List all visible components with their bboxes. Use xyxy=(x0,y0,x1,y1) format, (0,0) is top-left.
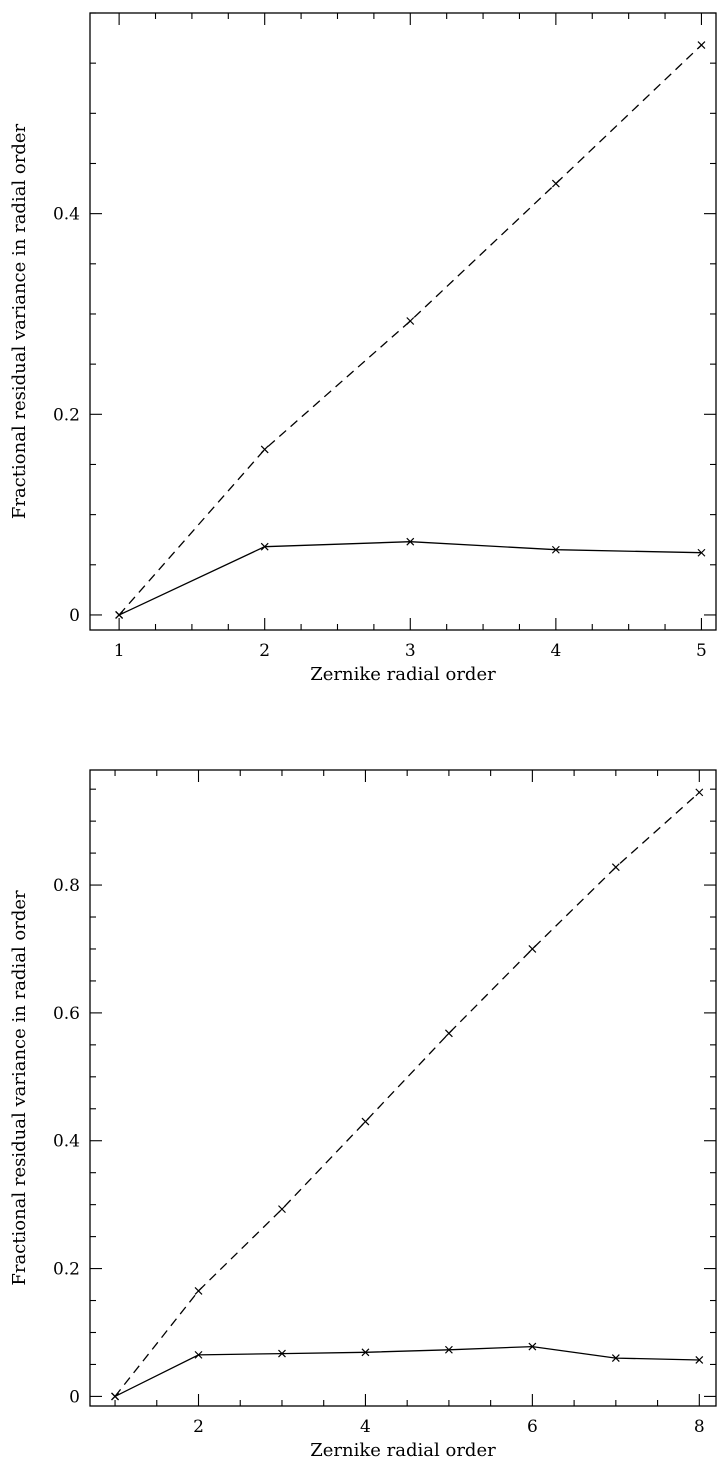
data-point-marker xyxy=(361,1117,370,1126)
y-tick-label: 0.4 xyxy=(53,1132,80,1152)
chart-bottom-panel: 2 4 6 8 0 0.2 0.4 0.6 0.8 Zernike radial order Fra… xyxy=(9,769,717,1461)
data-point-marker xyxy=(551,545,560,554)
x-tick-label: 3 xyxy=(405,641,416,661)
data-point-marker xyxy=(406,317,415,325)
series-dashed-line xyxy=(114,791,700,1397)
data-point-marker xyxy=(551,179,560,188)
marker-stroke xyxy=(611,863,620,872)
marker-stroke xyxy=(611,1354,620,1362)
marker-stroke xyxy=(697,41,706,50)
x-tick-label: 5 xyxy=(696,641,707,661)
data-point-marker xyxy=(260,542,269,551)
data-point-marker xyxy=(611,1354,620,1362)
x-tick-label: 2 xyxy=(193,1417,204,1437)
series-solid-line xyxy=(114,1345,700,1397)
y-axis-title: Fractional residual variance in radial o… xyxy=(9,890,30,1286)
chart-top-panel: 1 2 3 4 5 0 0.2 0.4 Zernike radial order Fraction… xyxy=(9,12,717,685)
data-point-marker xyxy=(278,1349,286,1358)
marker-stroke xyxy=(695,788,704,797)
data-point-marker xyxy=(444,1029,453,1038)
plot-frame xyxy=(89,12,717,631)
x-axis-title: Zernike radial order xyxy=(310,1440,496,1461)
data-point-marker xyxy=(115,611,124,619)
marker-stroke xyxy=(260,445,269,454)
marker-stroke xyxy=(444,1345,453,1354)
marker-stroke xyxy=(406,317,415,325)
x-tick-label: 4 xyxy=(550,641,561,661)
marker-stroke xyxy=(406,537,415,546)
data-point-marker xyxy=(278,1205,286,1214)
marker-stroke xyxy=(697,548,706,557)
marker-stroke xyxy=(444,1029,453,1038)
data-point-marker xyxy=(528,945,537,953)
marker-stroke xyxy=(278,1349,286,1358)
marker-stroke xyxy=(551,545,560,554)
y-tick-label: 0.4 xyxy=(53,205,80,225)
data-point-marker xyxy=(697,548,706,557)
x-axis-title: Zernike radial order xyxy=(310,664,496,685)
marker-stroke xyxy=(361,1117,370,1126)
data-point-marker xyxy=(260,445,269,454)
series-dashed-line xyxy=(118,44,702,616)
x-tick-label: 1 xyxy=(114,641,125,661)
marker-stroke xyxy=(528,945,537,953)
x-tick-label: 4 xyxy=(360,1417,371,1437)
marker-stroke xyxy=(361,1348,370,1357)
marker-stroke xyxy=(551,179,560,188)
data-point-marker xyxy=(695,1356,704,1364)
y-tick-label: 0.2 xyxy=(53,1260,80,1280)
marker-stroke xyxy=(528,1342,537,1351)
y-tick-label: 0.6 xyxy=(53,1004,80,1024)
data-point-marker xyxy=(697,41,706,50)
y-tick-label: 0 xyxy=(69,1387,80,1407)
data-point-marker xyxy=(406,537,415,546)
y-tick-label: 0.8 xyxy=(53,876,80,896)
marker-stroke xyxy=(194,1350,203,1359)
data-point-marker xyxy=(695,788,704,797)
data-point-marker xyxy=(611,863,620,872)
data-point-marker xyxy=(194,1287,203,1295)
data-point-marker xyxy=(528,1342,537,1351)
marker-stroke xyxy=(260,542,269,551)
data-point-marker xyxy=(444,1345,453,1354)
plot-frame xyxy=(89,769,717,1407)
x-tick-label: 6 xyxy=(527,1417,538,1437)
x-tick-label: 8 xyxy=(694,1417,705,1437)
y-axis-title: Fractional residual variance in radial o… xyxy=(9,123,30,519)
marker-stroke xyxy=(278,1205,286,1214)
data-point-marker xyxy=(361,1348,370,1357)
x-tick-label: 2 xyxy=(259,641,270,661)
marker-stroke xyxy=(695,1356,704,1364)
marker-stroke xyxy=(111,1392,119,1401)
marker-stroke xyxy=(194,1287,203,1295)
y-tick-label: 0 xyxy=(69,606,80,626)
series-solid-line xyxy=(118,541,702,616)
marker-stroke xyxy=(115,611,124,619)
data-point-marker xyxy=(111,1392,119,1401)
data-point-marker xyxy=(194,1350,203,1359)
y-tick-label: 0.2 xyxy=(53,405,80,425)
